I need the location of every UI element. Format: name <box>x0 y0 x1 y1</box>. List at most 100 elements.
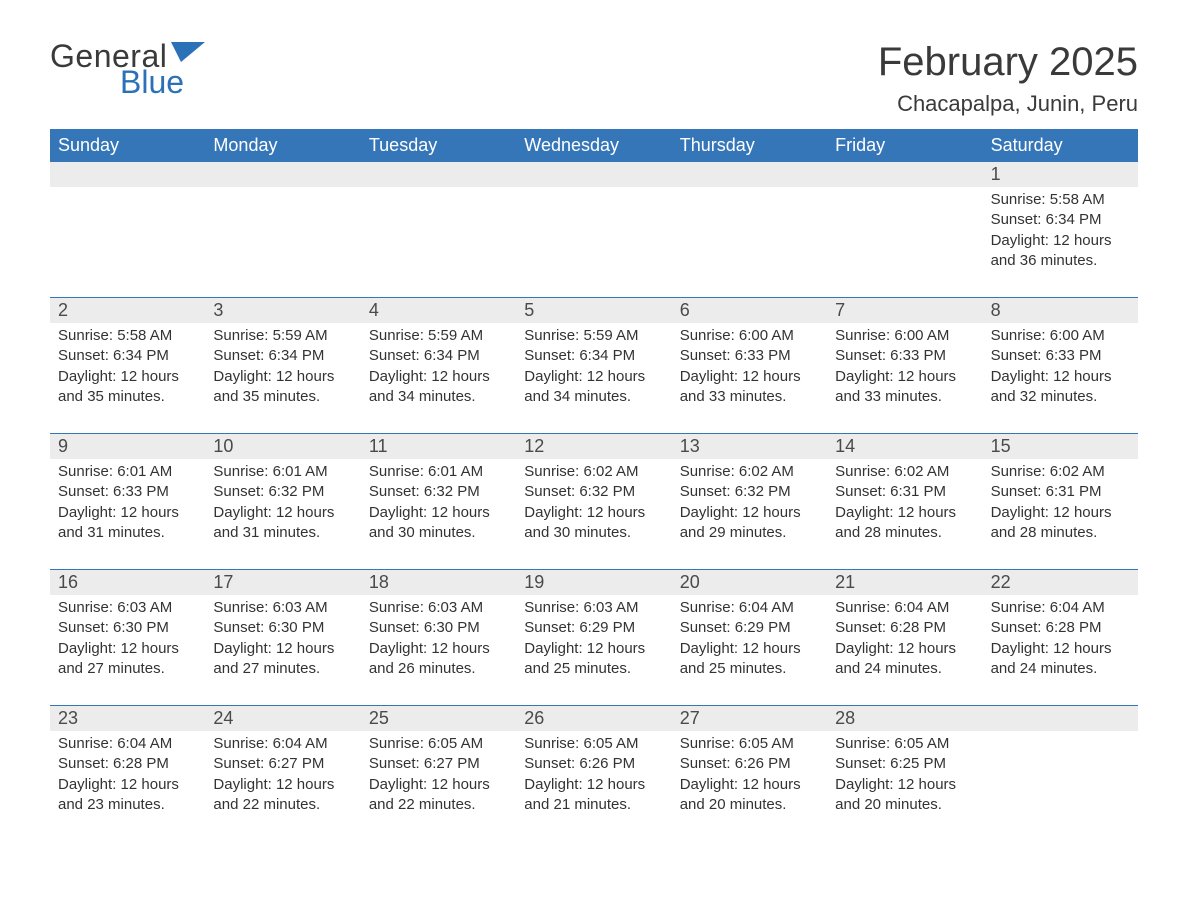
location-text: Chacapalpa, Junin, Peru <box>878 91 1138 117</box>
sunrise-text: Sunrise: 5:59 AM <box>213 326 352 346</box>
daynum-strip: 9101112131415 <box>50 433 1138 459</box>
weekday-header: Sunday <box>50 129 205 162</box>
day-cell <box>516 187 671 297</box>
calendar-week-row: Sunrise: 6:03 AMSunset: 6:30 PMDaylight:… <box>50 595 1138 705</box>
daylight-text: Daylight: 12 hours and 24 minutes. <box>991 639 1130 680</box>
daylight-text: Daylight: 12 hours and 33 minutes. <box>680 367 819 408</box>
day-number: 17 <box>205 570 360 595</box>
day-cell: Sunrise: 6:01 AMSunset: 6:33 PMDaylight:… <box>50 459 205 569</box>
sunset-text: Sunset: 6:25 PM <box>835 754 974 774</box>
day-number: 20 <box>672 570 827 595</box>
calendar-week-row: Sunrise: 5:58 AMSunset: 6:34 PMDaylight:… <box>50 323 1138 433</box>
day-number: 19 <box>516 570 671 595</box>
day-number <box>516 162 671 187</box>
day-cell <box>983 731 1138 841</box>
sunset-text: Sunset: 6:26 PM <box>524 754 663 774</box>
sunrise-text: Sunrise: 6:03 AM <box>369 598 508 618</box>
weekday-header: Tuesday <box>361 129 516 162</box>
daynum-strip: 1 <box>50 162 1138 187</box>
day-cell <box>361 187 516 297</box>
day-number: 3 <box>205 298 360 323</box>
day-cell: Sunrise: 5:59 AMSunset: 6:34 PMDaylight:… <box>361 323 516 433</box>
weekday-header: Wednesday <box>516 129 671 162</box>
calendar-week-row: Sunrise: 5:58 AMSunset: 6:34 PMDaylight:… <box>50 187 1138 297</box>
sunrise-text: Sunrise: 6:01 AM <box>58 462 197 482</box>
weekday-header: Thursday <box>672 129 827 162</box>
day-cell: Sunrise: 6:05 AMSunset: 6:26 PMDaylight:… <box>516 731 671 841</box>
day-cell <box>672 187 827 297</box>
sunrise-text: Sunrise: 6:04 AM <box>991 598 1130 618</box>
daylight-text: Daylight: 12 hours and 25 minutes. <box>524 639 663 680</box>
day-cell: Sunrise: 6:04 AMSunset: 6:27 PMDaylight:… <box>205 731 360 841</box>
weekday-header: Saturday <box>983 129 1138 162</box>
day-number: 6 <box>672 298 827 323</box>
day-cell: Sunrise: 6:04 AMSunset: 6:28 PMDaylight:… <box>827 595 982 705</box>
sunrise-text: Sunrise: 6:01 AM <box>213 462 352 482</box>
sunrise-text: Sunrise: 6:02 AM <box>680 462 819 482</box>
sunset-text: Sunset: 6:31 PM <box>835 482 974 502</box>
daylight-text: Daylight: 12 hours and 30 minutes. <box>524 503 663 544</box>
sunrise-text: Sunrise: 6:02 AM <box>835 462 974 482</box>
sunrise-text: Sunrise: 6:03 AM <box>213 598 352 618</box>
sunrise-text: Sunrise: 5:58 AM <box>58 326 197 346</box>
daylight-text: Daylight: 12 hours and 34 minutes. <box>369 367 508 408</box>
day-number <box>983 706 1138 731</box>
sunset-text: Sunset: 6:26 PM <box>680 754 819 774</box>
daynum-strip: 232425262728 <box>50 705 1138 731</box>
day-cell: Sunrise: 6:04 AMSunset: 6:28 PMDaylight:… <box>983 595 1138 705</box>
day-number: 11 <box>361 434 516 459</box>
day-cell: Sunrise: 6:02 AMSunset: 6:32 PMDaylight:… <box>516 459 671 569</box>
sunrise-text: Sunrise: 6:05 AM <box>835 734 974 754</box>
sunrise-text: Sunrise: 5:59 AM <box>369 326 508 346</box>
daylight-text: Daylight: 12 hours and 21 minutes. <box>524 775 663 816</box>
day-cell: Sunrise: 5:59 AMSunset: 6:34 PMDaylight:… <box>205 323 360 433</box>
sunrise-text: Sunrise: 6:03 AM <box>58 598 197 618</box>
logo: General Blue <box>50 40 205 98</box>
sunrise-text: Sunrise: 6:02 AM <box>524 462 663 482</box>
day-cell: Sunrise: 6:05 AMSunset: 6:26 PMDaylight:… <box>672 731 827 841</box>
daylight-text: Daylight: 12 hours and 34 minutes. <box>524 367 663 408</box>
day-number: 1 <box>983 162 1138 187</box>
day-number: 2 <box>50 298 205 323</box>
daynum-strip: 16171819202122 <box>50 569 1138 595</box>
day-cell: Sunrise: 5:58 AMSunset: 6:34 PMDaylight:… <box>50 323 205 433</box>
sunset-text: Sunset: 6:34 PM <box>213 346 352 366</box>
sunrise-text: Sunrise: 6:03 AM <box>524 598 663 618</box>
day-cell: Sunrise: 6:03 AMSunset: 6:29 PMDaylight:… <box>516 595 671 705</box>
sunset-text: Sunset: 6:33 PM <box>680 346 819 366</box>
sunrise-text: Sunrise: 6:05 AM <box>524 734 663 754</box>
day-cell: Sunrise: 6:02 AMSunset: 6:32 PMDaylight:… <box>672 459 827 569</box>
sunset-text: Sunset: 6:34 PM <box>369 346 508 366</box>
sunrise-text: Sunrise: 6:05 AM <box>369 734 508 754</box>
day-number: 25 <box>361 706 516 731</box>
sunset-text: Sunset: 6:32 PM <box>213 482 352 502</box>
daylight-text: Daylight: 12 hours and 20 minutes. <box>835 775 974 816</box>
day-number: 9 <box>50 434 205 459</box>
calendar-header-row: Sunday Monday Tuesday Wednesday Thursday… <box>50 129 1138 162</box>
daylight-text: Daylight: 12 hours and 29 minutes. <box>680 503 819 544</box>
day-number: 16 <box>50 570 205 595</box>
sunset-text: Sunset: 6:30 PM <box>213 618 352 638</box>
sunrise-text: Sunrise: 5:59 AM <box>524 326 663 346</box>
day-number: 13 <box>672 434 827 459</box>
sunset-text: Sunset: 6:34 PM <box>991 210 1130 230</box>
sunset-text: Sunset: 6:33 PM <box>991 346 1130 366</box>
daylight-text: Daylight: 12 hours and 31 minutes. <box>58 503 197 544</box>
sunrise-text: Sunrise: 6:04 AM <box>680 598 819 618</box>
day-number: 18 <box>361 570 516 595</box>
sunrise-text: Sunrise: 6:00 AM <box>835 326 974 346</box>
day-number: 26 <box>516 706 671 731</box>
daylight-text: Daylight: 12 hours and 33 minutes. <box>835 367 974 408</box>
day-number: 12 <box>516 434 671 459</box>
sunset-text: Sunset: 6:34 PM <box>524 346 663 366</box>
title-block: February 2025 Chacapalpa, Junin, Peru <box>878 40 1138 117</box>
calendar-week-row: Sunrise: 6:04 AMSunset: 6:28 PMDaylight:… <box>50 731 1138 841</box>
day-number: 22 <box>983 570 1138 595</box>
day-number <box>50 162 205 187</box>
weekday-header: Friday <box>827 129 982 162</box>
day-cell <box>827 187 982 297</box>
calendar: Sunday Monday Tuesday Wednesday Thursday… <box>50 129 1138 841</box>
day-number: 4 <box>361 298 516 323</box>
daylight-text: Daylight: 12 hours and 35 minutes. <box>58 367 197 408</box>
day-number: 7 <box>827 298 982 323</box>
